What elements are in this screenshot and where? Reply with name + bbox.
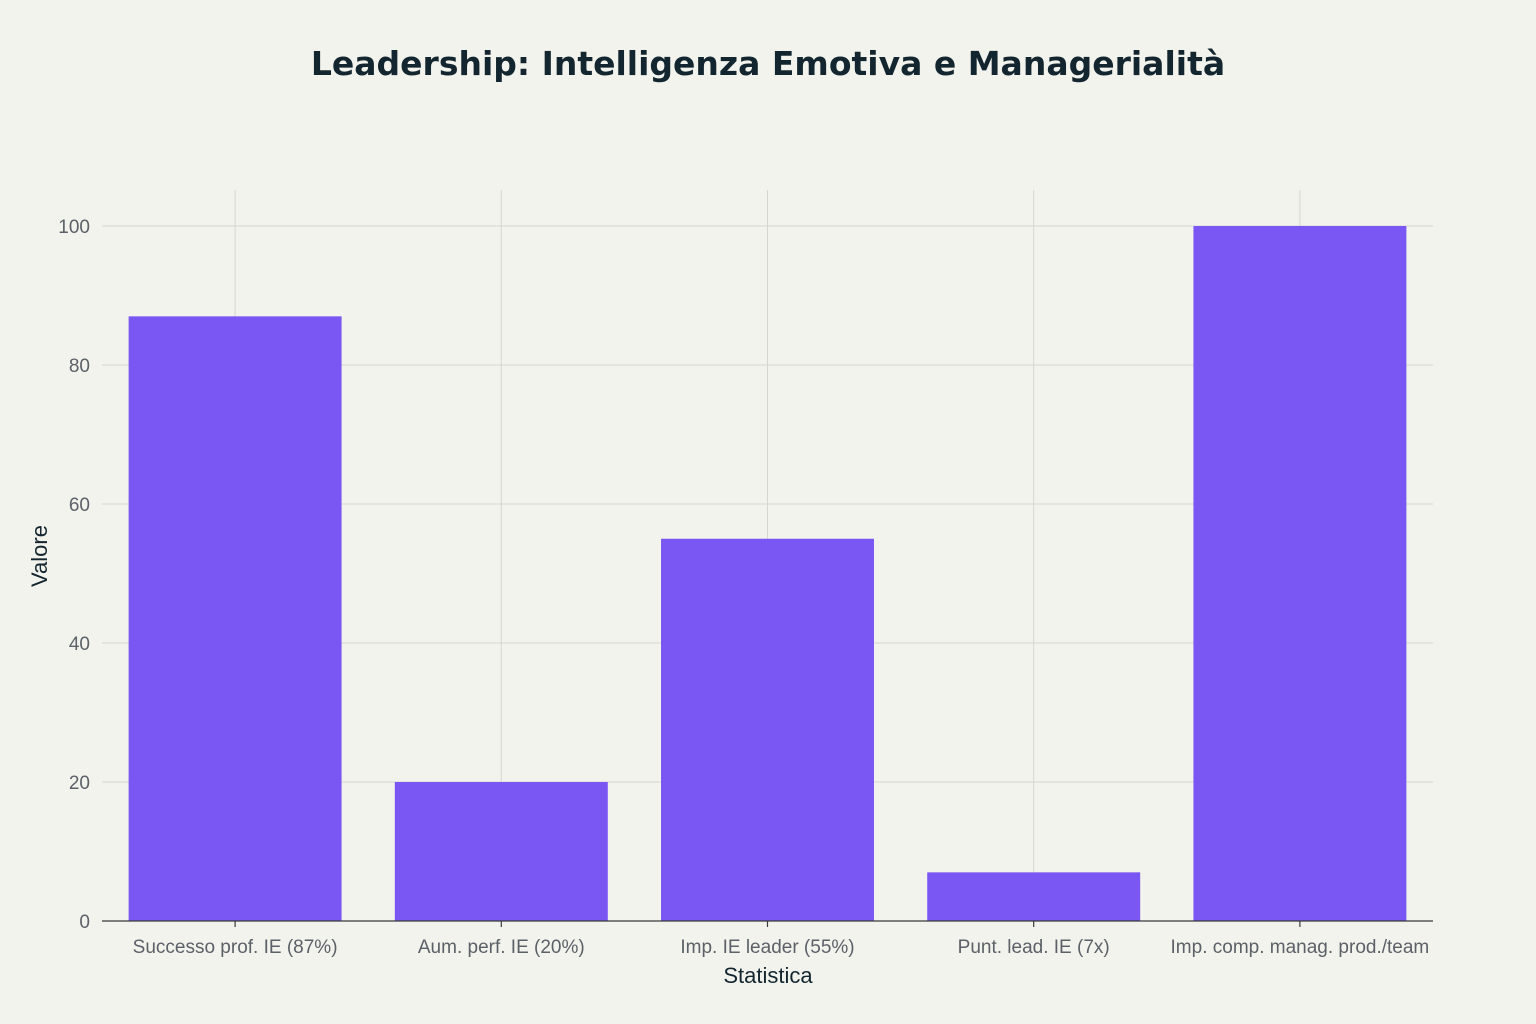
y-tick-label: 20: [69, 773, 90, 794]
x-axis-title: Statistica: [723, 963, 813, 988]
y-tick-label: 0: [79, 912, 90, 933]
y-tick-label: 60: [69, 495, 90, 516]
y-tick-label: 100: [58, 217, 90, 238]
x-tick-labels: Successo prof. IE (87%) Aum. perf. IE (20…: [133, 937, 1430, 958]
y-tick-label: 80: [69, 356, 90, 377]
bar: [128, 316, 342, 922]
x-tick-label: Imp. IE leader (55%): [680, 937, 854, 958]
axes: [102, 920, 1433, 927]
bar: [1193, 226, 1407, 921]
x-tick-label: Punt. lead. IE (7x): [958, 937, 1110, 958]
x-tick-label: Aum. perf. IE (20%): [418, 937, 585, 958]
y-tick-label: 40: [69, 634, 90, 655]
bar: [927, 872, 1141, 921]
bars: [128, 226, 1407, 922]
y-axis-title: Valore: [27, 525, 52, 587]
bar: [394, 782, 608, 921]
x-tick-label: Imp. comp. manag. prod./team: [1171, 937, 1430, 958]
y-tick-labels: 0 20 40 60 80 100: [58, 217, 90, 933]
chart-title: Leadership: Intelligenza Emotiva e Manag…: [311, 44, 1225, 83]
x-tick-label: Successo prof. IE (87%): [133, 937, 338, 958]
bar: [661, 538, 874, 921]
